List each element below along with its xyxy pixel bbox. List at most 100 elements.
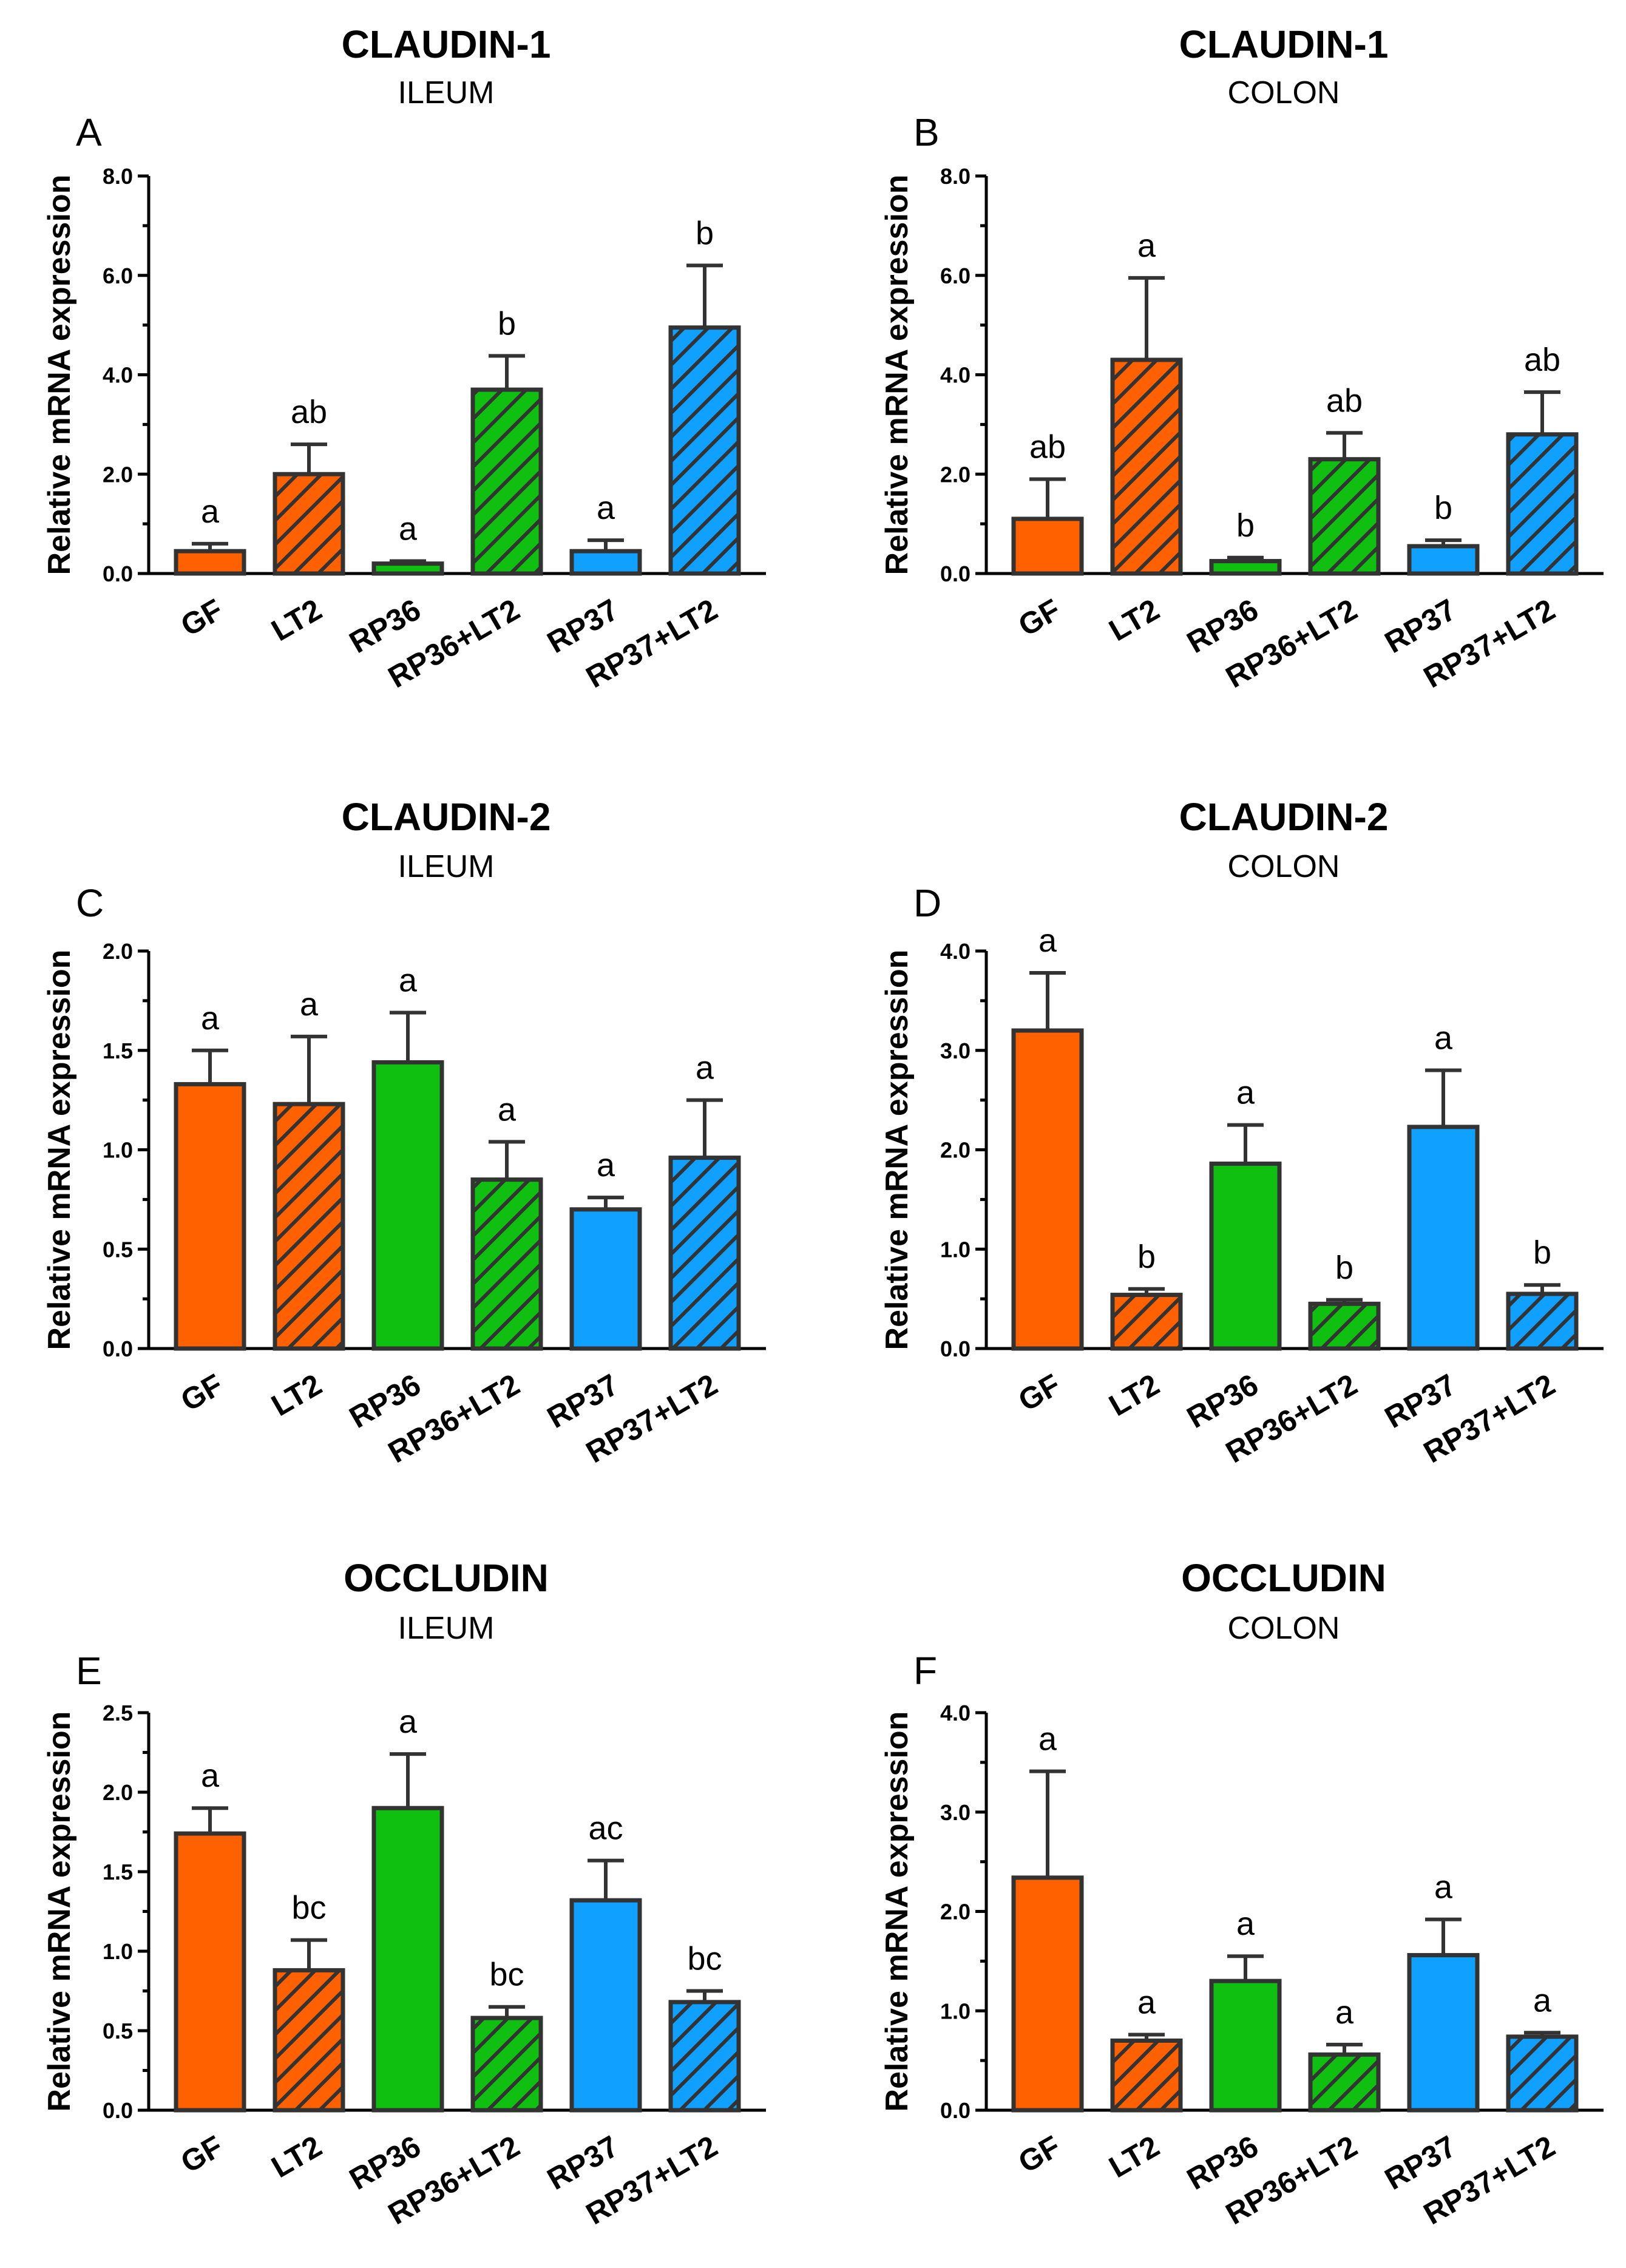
bar-gf (1011, 516, 1084, 576)
panel-letter: A (76, 110, 102, 154)
panel-letter: D (913, 881, 941, 925)
category-label: LT2 (266, 1367, 328, 1423)
y-tick-label: 2.0 (103, 1780, 133, 1805)
bar-rp36-lt2 (1308, 2052, 1381, 2113)
y-axis-label: Relative mRNA expression (42, 950, 77, 1350)
panel-title: CLAUDIN-1 (342, 22, 551, 66)
category-label: GF (175, 1367, 228, 1418)
bar-lt2 (273, 1968, 345, 2113)
significance-label: b (1236, 507, 1255, 544)
bar-lt2 (1110, 1293, 1183, 1351)
y-tick-label: 3.0 (940, 1800, 971, 1825)
y-tick-label: 1.0 (940, 1237, 971, 1262)
category-label: GF (1012, 1367, 1066, 1418)
bar-gf (174, 1831, 246, 2113)
panel-letter: C (76, 881, 104, 925)
category-label: GF (1012, 592, 1066, 643)
significance-label: a (498, 1091, 517, 1128)
significance-label: ab (291, 394, 327, 430)
significance-label: a (1434, 1020, 1453, 1057)
category-label: LT2 (1103, 592, 1165, 648)
panel-subtitle: ILEUM (398, 75, 495, 110)
significance-label: bc (687, 1941, 722, 1977)
bar-lt2 (273, 1102, 345, 1351)
y-tick-label: 0.0 (103, 2098, 133, 2123)
significance-label: a (399, 963, 418, 999)
significance-label: ab (1029, 428, 1066, 465)
significance-label: a (201, 493, 220, 530)
y-tick-label: 4.0 (940, 1701, 971, 1725)
significance-label: a (1434, 1869, 1453, 1906)
bar-rp37 (569, 1207, 642, 1351)
y-tick-label: 0.0 (940, 561, 971, 586)
bar-rp37 (1407, 544, 1480, 576)
y-axis-label: Relative mRNA expression (879, 1711, 915, 2112)
y-tick-label: 6.0 (940, 263, 971, 288)
significance-label: b (1335, 1250, 1353, 1286)
bar-rp37 (1407, 1953, 1480, 2113)
y-axis-label: Relative mRNA expression (42, 175, 77, 575)
y-tick-label: 8.0 (103, 164, 133, 189)
y-tick-label: 2.0 (940, 1138, 971, 1163)
y-tick-label: 4.0 (103, 363, 133, 388)
panel-title: CLAUDIN-1 (1179, 22, 1389, 66)
significance-label: a (696, 1050, 714, 1086)
y-tick-label: 3.0 (940, 1038, 971, 1063)
significance-label: b (696, 215, 714, 251)
category-label: GF (175, 2129, 228, 2179)
bar-gf (1011, 1028, 1084, 1351)
significance-label: a (1137, 1985, 1156, 2021)
y-tick-label: 2.5 (103, 1701, 133, 1725)
y-tick-label: 0.5 (103, 1237, 133, 1262)
significance-label: ac (588, 1810, 623, 1847)
bar-rp36-lt2 (1308, 1301, 1381, 1351)
y-axis-label: Relative mRNA expression (879, 950, 915, 1350)
category-label: LT2 (1103, 2129, 1165, 2184)
significance-label: a (1038, 922, 1057, 959)
significance-label: a (1137, 228, 1156, 264)
significance-label: b (1533, 1234, 1551, 1271)
bar-rp37-lt2 (1506, 2034, 1579, 2113)
bar-rp37-lt2 (668, 2000, 741, 2113)
panel-title: CLAUDIN-2 (1179, 795, 1389, 839)
bar-rp36 (1209, 559, 1282, 576)
bar-rp36-lt2 (1308, 457, 1381, 576)
significance-label: b (1137, 1239, 1156, 1275)
significance-label: ab (1524, 342, 1560, 378)
category-label: LT2 (266, 592, 328, 648)
significance-label: a (300, 986, 319, 1023)
bar-rp36 (371, 1806, 444, 2113)
significance-label: b (498, 305, 516, 342)
y-tick-label: 0.0 (103, 561, 133, 586)
significance-label: a (201, 1000, 220, 1037)
y-tick-label: 2.0 (940, 1900, 971, 1924)
bar-lt2 (273, 472, 345, 576)
category-label: GF (1012, 2129, 1066, 2179)
significance-label: a (597, 1147, 615, 1183)
bar-rp36 (371, 561, 444, 576)
significance-label: a (201, 1758, 220, 1794)
significance-label: a (1533, 1982, 1552, 2019)
panel-title: OCCLUDIN (1181, 1556, 1386, 1600)
y-tick-label: 4.0 (940, 363, 971, 388)
panel-e: OCCLUDIN ILEUM E Relative mRNA expression 0.… (42, 1556, 766, 2231)
significance-label: bc (489, 1957, 524, 1993)
significance-label: a (1236, 1906, 1255, 1942)
bar-rp37 (569, 549, 642, 576)
significance-label: a (399, 511, 418, 547)
bar-rp36 (371, 1060, 444, 1351)
y-tick-label: 8.0 (940, 164, 971, 189)
y-tick-label: 2.0 (103, 939, 133, 964)
bar-gf (174, 549, 246, 576)
significance-label: b (1434, 490, 1452, 526)
y-tick-label: 1.5 (103, 1038, 133, 1063)
panel-d: CLAUDIN-2 COLON D Relative mRNA expression 0… (879, 795, 1604, 1469)
bar-rp37-lt2 (1506, 432, 1579, 576)
significance-label: a (399, 1704, 418, 1740)
y-tick-label: 0.0 (940, 2098, 971, 2123)
y-tick-label: 2.0 (103, 462, 133, 487)
panel-b: CLAUDIN-1 COLON B Relative mRNA expression 0… (879, 22, 1604, 694)
panel-subtitle: COLON (1228, 75, 1340, 110)
significance-label: a (597, 490, 615, 526)
